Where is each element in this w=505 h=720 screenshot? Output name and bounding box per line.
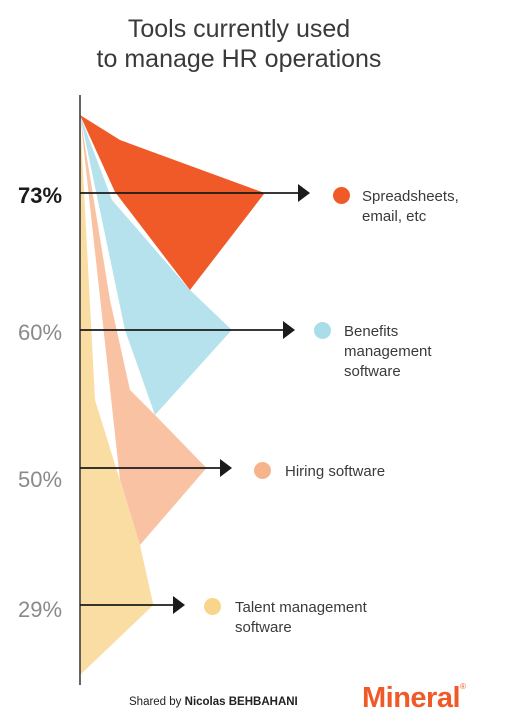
chart-title-line1: Tools currently used <box>127 15 351 43</box>
mineral-logo-reg: ® <box>460 682 466 691</box>
legend-label-spreadsheets-line2: email, etc <box>362 208 427 225</box>
shared-by-name: Nicolas BEHBAHANI <box>184 696 298 708</box>
legend-label-benefits: Benefits management software <box>344 322 432 382</box>
shared-by-credit: Shared by Nicolas BEHBAHANI <box>129 696 298 708</box>
value-label-hiring: 50% <box>18 467 63 492</box>
value-label-benefits: 60% <box>18 320 63 345</box>
arrow-head-benefits <box>283 321 295 339</box>
mineral-logo: Mineral® <box>362 682 466 715</box>
legend-label-benefits-line3: software <box>344 363 401 380</box>
arrow-head-talent <box>173 596 185 614</box>
legend-label-spreadsheets: Spreadsheets, email, etc <box>362 187 459 227</box>
value-label-spreadsheets: 73% <box>18 183 63 208</box>
area-hiring <box>80 115 207 545</box>
arrow-head-hiring <box>220 459 232 477</box>
area-spreadsheets <box>80 115 265 290</box>
area-talent <box>80 115 154 675</box>
legend-dot-spreadsheets <box>333 187 350 204</box>
legend-label-benefits-line1: Benefits <box>344 323 399 340</box>
value-label-talent: 29% <box>18 597 63 622</box>
legend-label-talent-line2: software <box>235 619 292 636</box>
area-benefits <box>80 115 232 415</box>
legend-label-talent: Talent management software <box>235 598 367 638</box>
chart-title: Tools currently used to manage HR operat… <box>0 14 478 74</box>
mineral-logo-text: Mineral <box>362 682 461 714</box>
chart-title-line2: to manage HR operations <box>96 45 382 73</box>
legend-label-talent-line1: Talent management <box>235 599 367 616</box>
legend-dot-benefits <box>314 322 331 339</box>
legend-dot-hiring <box>254 462 271 479</box>
legend-label-hiring-line1: Hiring software <box>285 463 386 480</box>
legend-dot-talent <box>204 598 221 615</box>
legend-label-benefits-line2: management <box>344 343 432 360</box>
shared-by-prefix: Shared by <box>129 696 182 708</box>
legend-label-spreadsheets-line1: Spreadsheets, <box>362 188 459 205</box>
arrow-head-spreadsheets <box>298 184 310 202</box>
legend-label-hiring: Hiring software <box>285 462 385 482</box>
